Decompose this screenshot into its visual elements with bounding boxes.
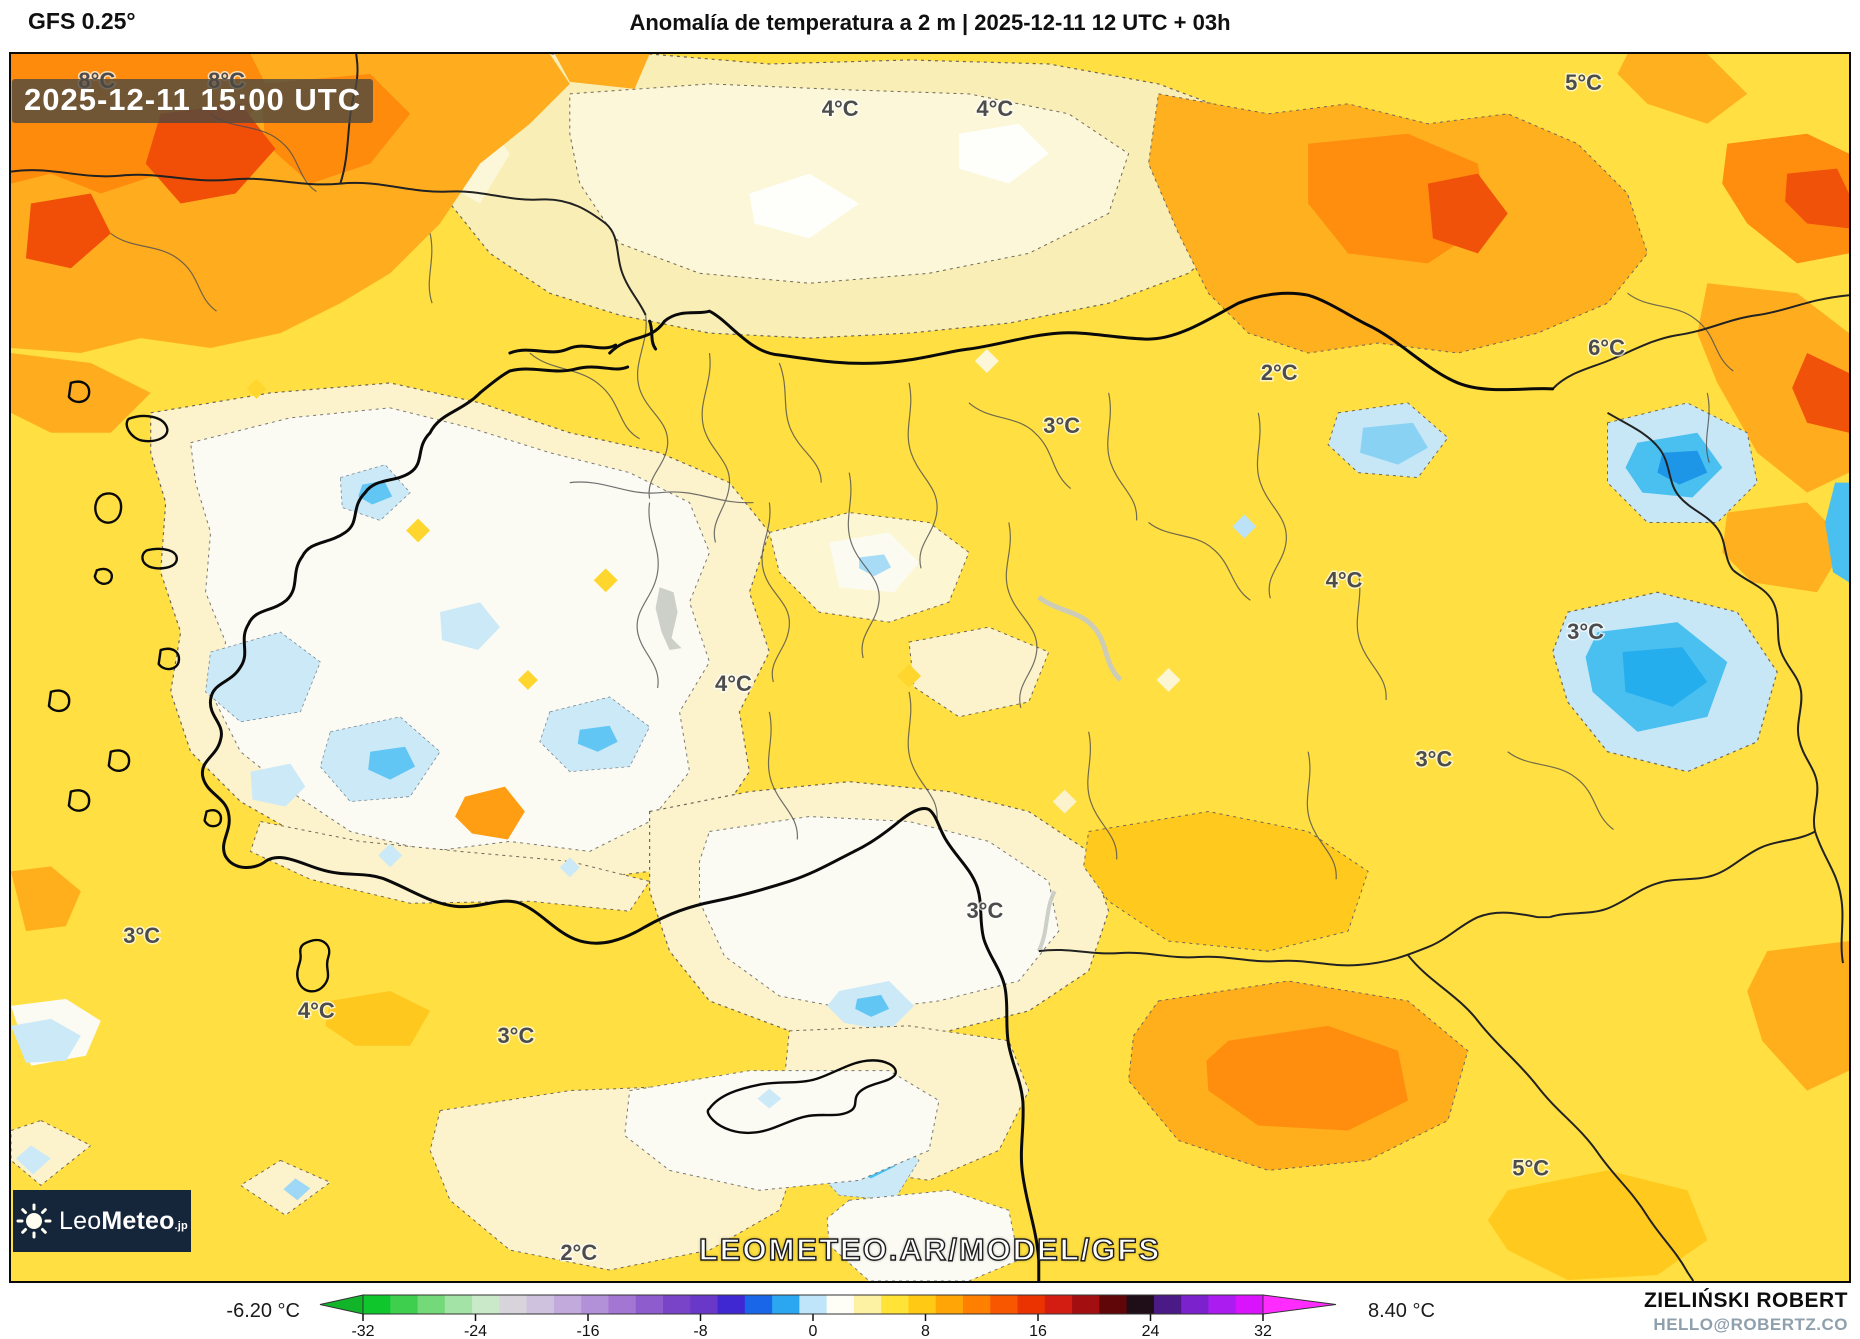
map-temp-label: 5°C: [1565, 70, 1602, 95]
page-title: Anomalía de temperatura a 2 m | 2025-12-…: [629, 10, 1231, 35]
colorbar-tick-label: -8: [693, 1323, 707, 1338]
colorbar-segment: [717, 1295, 746, 1314]
colorbar-segment: [826, 1295, 855, 1314]
colorbar: -32 -24 -16 -8 0 8 16 24 32: [319, 1294, 1337, 1338]
map-temp-label: 5°C: [1512, 1155, 1549, 1180]
colorbar-segment: [1208, 1295, 1237, 1314]
colorbar-tick-label: 24: [1142, 1323, 1160, 1338]
credit-name: ZIELIŃSKI ROBERT: [1643, 1289, 1848, 1312]
map-temp-label: 3°C: [123, 923, 160, 948]
map-temp-label: 4°C: [715, 671, 752, 696]
colorbar-segment: [663, 1295, 691, 1314]
logo-part-leo: Leo: [59, 1206, 102, 1235]
map-temp-label: 3°C: [1415, 747, 1452, 772]
colorbar-segment: [908, 1295, 937, 1314]
colorbar-right-arrow: [1262, 1294, 1337, 1315]
model-label: GFS 0.25°: [28, 8, 136, 34]
logo-part-jp: .jp: [174, 1219, 188, 1232]
colorbar-segment: [1235, 1295, 1264, 1314]
map-frame: 8°C8°C4°C4°C5°C6°C2°C3°C4°C3°C4°C3°C3°C3…: [9, 52, 1851, 1283]
colorbar-segment: [1181, 1295, 1210, 1314]
colorbar-tick-label: 32: [1254, 1323, 1272, 1338]
colorbar-segment: [608, 1295, 637, 1314]
colorbar-tick-label: 0: [809, 1323, 818, 1338]
colorbar-segment: [363, 1295, 391, 1314]
map-temp-label: 3°C: [497, 1023, 534, 1048]
map-temp-label: 2°C: [560, 1240, 597, 1265]
colorbar-tick-label: 16: [1029, 1323, 1047, 1338]
map-temp-label: 3°C: [966, 898, 1003, 923]
colorbar-segment: [881, 1295, 910, 1314]
colorbar-segment: [1044, 1295, 1073, 1314]
colorbar-segment: [1153, 1295, 1182, 1314]
colorbar-segment: [499, 1295, 528, 1314]
map-temp-label: 4°C: [1326, 567, 1363, 592]
colorbar-segment: [417, 1295, 446, 1314]
colorbar-segment: [690, 1295, 719, 1314]
colorbar-segment: [526, 1295, 555, 1314]
map-temp-label: 4°C: [976, 96, 1013, 121]
map-temp-label: 3°C: [1567, 619, 1604, 644]
colorbar-segment: [635, 1295, 664, 1314]
sun-icon: [16, 1203, 52, 1239]
leometeo-logo: LeoMeteo.jp: [13, 1190, 191, 1252]
watermark: LEOMETEO.AR/MODEL/GFS: [698, 1231, 1162, 1267]
anomaly-map: 8°C8°C4°C4°C5°C6°C2°C3°C4°C3°C4°C3°C3°C3…: [11, 54, 1849, 1281]
map-temp-label: 3°C: [1043, 413, 1080, 438]
colorbar-segment: [935, 1295, 964, 1314]
colorbar-segment: [963, 1295, 991, 1314]
colorbar-segment: [1099, 1295, 1128, 1314]
colorbar-segment: [744, 1295, 773, 1314]
map-temp-label: 4°C: [822, 96, 859, 121]
logo-part-meteo: Meteo: [101, 1206, 175, 1235]
timestamp-overlay: 2025-12-11 15:00 UTC: [12, 79, 374, 123]
colorbar-segment: [772, 1295, 800, 1314]
colorbar-tick-label: -16: [576, 1323, 599, 1338]
colorbar-segment: [390, 1295, 419, 1314]
map-temp-label: 4°C: [298, 998, 335, 1023]
colorbar-min-label: -6.20 °C: [226, 1300, 300, 1322]
map-temp-label: 6°C: [1588, 335, 1625, 360]
map-temp-label: 2°C: [1261, 360, 1298, 385]
colorbar-tick-label: 8: [921, 1323, 930, 1338]
colorbar-segment: [553, 1295, 582, 1314]
credit-email: HELLO@ROBERTZ.CO: [1653, 1315, 1848, 1334]
colorbar-segment: [799, 1295, 828, 1314]
colorbar-segment: [581, 1295, 610, 1314]
colorbar-left-arrow: [319, 1294, 364, 1315]
logo-wordmark: LeoMeteo.jp: [59, 1207, 188, 1236]
colorbar-segment: [990, 1295, 1019, 1314]
colorbar-max-label: 8.40 °C: [1368, 1300, 1435, 1322]
colorbar-segment: [1072, 1295, 1100, 1314]
colorbar-segment: [472, 1295, 500, 1314]
colorbar-segment: [444, 1295, 473, 1314]
colorbar-segment: [1017, 1295, 1046, 1314]
colorbar-segment: [853, 1295, 882, 1314]
colorbar-tick-label: -32: [351, 1323, 374, 1338]
footer: -6.20 °C -32 -24 -16 -8 0 8 16 24 32 8.40 °C ZIE…: [0, 1285, 1860, 1339]
colorbar-tick-label: -24: [464, 1323, 487, 1338]
colorbar-segment: [1126, 1295, 1155, 1314]
